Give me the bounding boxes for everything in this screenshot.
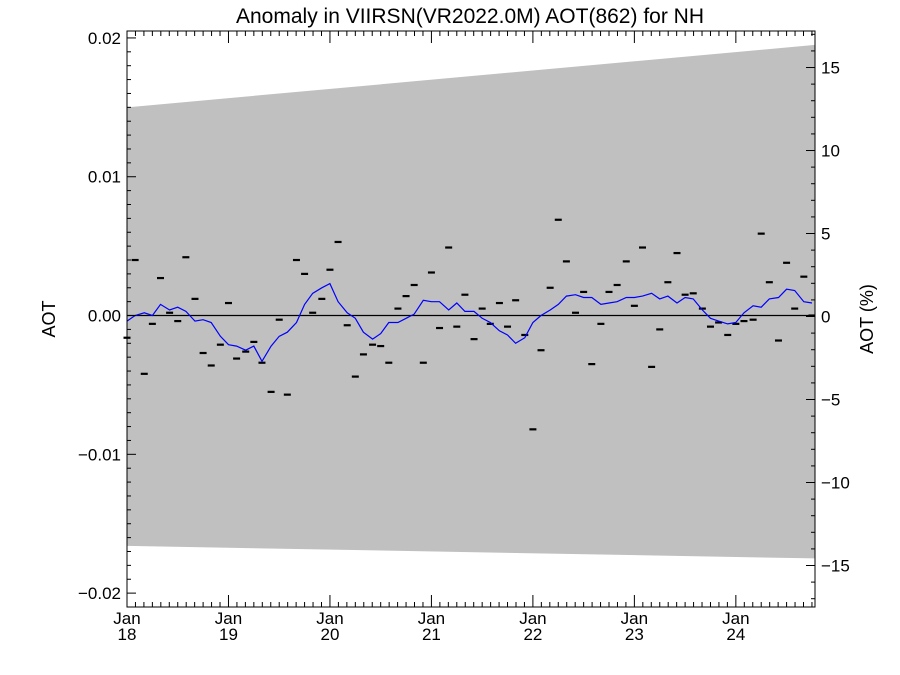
smoothed-anomaly-series <box>126 282 813 363</box>
x-tick-label-year: 24 <box>726 625 745 644</box>
uncertainty-band-layer <box>127 44 815 559</box>
plot-frame <box>126 30 816 608</box>
x-tick-label-year: 18 <box>118 625 137 644</box>
y-right-tick-label: −15 <box>821 557 850 576</box>
x-tick-label-month: Jan <box>418 609 445 628</box>
axes-layer <box>126 30 816 608</box>
x-tick-label-month: Jan <box>722 609 749 628</box>
y-right-tick-label: 0 <box>821 308 830 327</box>
y-right-tick-label: 10 <box>821 142 840 161</box>
y-right-tick-label: 5 <box>821 225 830 244</box>
y-axis-label: AOT <box>39 300 59 337</box>
y-tick-label: 0.02 <box>88 29 121 48</box>
x-tick-label-year: 22 <box>523 625 542 644</box>
y-right-tick-label: −5 <box>821 391 840 410</box>
y-tick-label: 0.00 <box>88 307 121 326</box>
y-right-axis-label: AOT (%) <box>857 284 877 354</box>
y-tick-label: 0.01 <box>88 168 121 187</box>
chart-title: Anomaly in VIIRSN(VR2022.0M) AOT(862) fo… <box>236 5 704 28</box>
y-tick-label: −0.02 <box>78 584 121 603</box>
monthly-anomaly-series <box>123 218 816 431</box>
y-right-tick-label: 15 <box>821 59 840 78</box>
x-tick-label-month: Jan <box>113 609 140 628</box>
y-tick-label: −0.01 <box>78 445 121 464</box>
smoothed-line <box>126 282 813 363</box>
x-tick-label-month: Jan <box>316 609 343 628</box>
x-tick-label-month: Jan <box>215 609 242 628</box>
y-right-tick-label: −10 <box>821 474 850 493</box>
x-tick-label-year: 21 <box>422 625 441 644</box>
x-tick-label-month: Jan <box>621 609 648 628</box>
labels-layer: −0.02−0.010.000.010.02−15−10−5051015Jan1… <box>39 5 877 644</box>
x-tick-label-year: 20 <box>320 625 339 644</box>
x-tick-label-year: 19 <box>219 625 238 644</box>
x-tick-label-month: Jan <box>519 609 546 628</box>
x-tick-label-year: 23 <box>625 625 644 644</box>
uncertainty-band <box>127 44 815 559</box>
